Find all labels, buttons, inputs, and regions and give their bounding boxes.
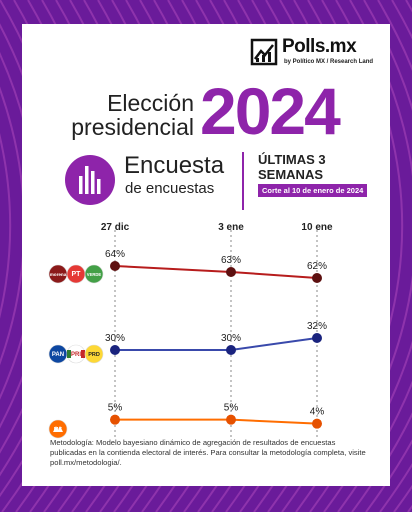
background-stripe <box>393 484 412 512</box>
party-logo-verde: VERDE <box>84 264 104 284</box>
party-logo-prd: PRD <box>84 344 104 364</box>
data-label: 30% <box>105 333 125 344</box>
line-chart: 27 dic 3 ene 10 ene 64% 63% 62% 30% 30% 32% 5% 5% 4… <box>48 222 333 439</box>
background-stripe <box>351 0 412 512</box>
background-stripe <box>0 86 26 366</box>
title-year: 2024 <box>200 74 341 148</box>
series-line <box>115 418 318 425</box>
polls-chart-icon <box>250 38 278 66</box>
series-line <box>114 265 318 279</box>
data-point <box>110 261 120 271</box>
data-label: 63% <box>221 255 241 266</box>
party-logo-mc: MC <box>48 419 68 439</box>
svg-text:VERDE: VERDE <box>87 272 102 277</box>
svg-text:PRI: PRI <box>71 352 81 358</box>
brand-byline: by Político MX / Research Land <box>284 59 374 65</box>
data-point <box>312 418 322 429</box>
party-logo-pan: PAN <box>48 344 68 364</box>
methodology-note: Metodología: Modelo bayesiano dinámico d… <box>50 438 366 467</box>
series-line <box>115 337 318 351</box>
x-category-label: 10 ene <box>301 222 333 233</box>
svg-text:PRD: PRD <box>88 352 100 358</box>
survey-subtitle: de encuestas <box>125 180 215 197</box>
background-stripe <box>0 133 12 319</box>
survey-bars-icon <box>65 155 115 205</box>
data-point <box>312 333 322 343</box>
data-label: 30% <box>221 333 241 344</box>
data-point <box>226 414 236 425</box>
data-point <box>226 345 236 355</box>
data-label: 5% <box>108 403 123 414</box>
party-logo-pri: PRI <box>66 344 86 364</box>
background-stripe <box>407 504 412 512</box>
data-label: 5% <box>224 403 239 414</box>
header-divider <box>242 152 244 210</box>
svg-text:PT: PT <box>72 271 82 278</box>
svg-text:PAN: PAN <box>52 352 64 358</box>
x-category-label: 3 ene <box>218 222 244 233</box>
data-point <box>312 273 322 283</box>
x-category-label: 27 dic <box>101 222 130 233</box>
title-line-2: presidencial <box>71 114 194 140</box>
data-label: 32% <box>307 321 327 332</box>
content-card: Polls.mx by Político MX / Research Land … <box>22 24 390 486</box>
survey-title: Encuesta <box>124 152 225 179</box>
party-logo-morena: morena <box>48 264 68 284</box>
data-label: 4% <box>310 407 325 418</box>
weeks-label: ÚLTIMAS 3 SEMANAS <box>258 152 326 182</box>
data-point <box>110 414 120 425</box>
data-point <box>226 267 236 277</box>
data-label: 64% <box>105 249 125 260</box>
party-logo-pt: PT <box>66 264 86 284</box>
svg-text:MC: MC <box>54 427 63 433</box>
brand-name: Polls.mx <box>282 36 357 57</box>
title-line-1: Elección <box>107 90 194 116</box>
data-point <box>110 345 120 355</box>
cutoff-badge: Corte al 10 de enero de 2024 <box>258 184 368 197</box>
data-label: 62% <box>307 261 327 272</box>
svg-text:morena: morena <box>50 272 67 277</box>
